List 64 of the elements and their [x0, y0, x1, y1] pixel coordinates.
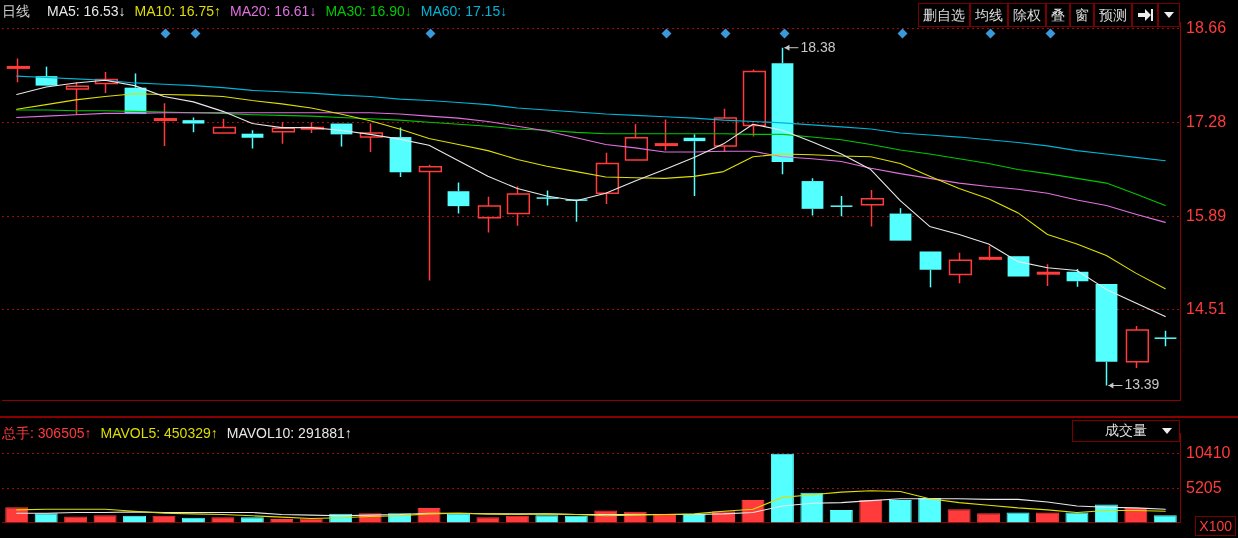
bar [918, 498, 942, 523]
candlestick [477, 195, 502, 234]
bar [5, 507, 29, 523]
candlestick [153, 102, 178, 147]
text: MA5: 16.53↓ [47, 3, 126, 21]
bar [505, 515, 529, 523]
bar [476, 517, 500, 523]
bar [152, 515, 176, 523]
y-tick-label: 5205 [1186, 478, 1222, 496]
bar [977, 513, 1001, 523]
text: 总手: 306505↑ [2, 425, 92, 443]
bar [888, 500, 912, 523]
y-tick-label: 17.28 [1186, 112, 1227, 130]
text: MAVOL10: 291881↑ [226, 425, 352, 443]
annotation: 成交量 [1105, 422, 1147, 440]
bar [93, 515, 117, 523]
candlestick [359, 122, 384, 153]
bar [564, 515, 588, 523]
bar [1065, 512, 1089, 523]
candlestick [830, 195, 853, 218]
candlestick [506, 185, 531, 227]
bar [240, 517, 264, 523]
bar [211, 517, 235, 523]
annotation: 18.38 [800, 38, 836, 55]
text: MA10: 16.75↑ [134, 3, 221, 21]
annotation: 预测 [1094, 3, 1132, 27]
bar [829, 509, 853, 523]
candlestick [654, 118, 679, 152]
text: MAVOL5: 450329↑ [100, 425, 218, 443]
bar [123, 515, 147, 523]
bar [535, 515, 559, 523]
y-tick-label: 15.89 [1186, 206, 1227, 224]
candlestick [860, 189, 885, 228]
text: MA30: 16.90↓ [325, 3, 412, 21]
y-tick-label: 18.66 [1186, 19, 1227, 37]
annotation: 13.39 [1124, 376, 1160, 393]
bar [682, 513, 706, 523]
bar [947, 509, 971, 523]
candlestick [595, 151, 620, 205]
candlestick [65, 81, 90, 116]
text: MA60: 17.15↓ [420, 3, 508, 21]
bar [653, 513, 677, 523]
annotation: 除权 [1008, 3, 1046, 27]
bar [770, 453, 794, 523]
y-tick-label: 10410 [1186, 444, 1231, 462]
y-tick-label: 14.51 [1186, 300, 1227, 318]
bar [1006, 512, 1030, 523]
bar [1153, 515, 1177, 523]
bar [446, 513, 470, 523]
candlestick [6, 57, 31, 83]
annotation: 叠 [1046, 3, 1070, 27]
annotation: 窗 [1070, 3, 1094, 27]
annotation: 删自选 [918, 3, 970, 27]
candlestick [1036, 263, 1061, 287]
candlestick [271, 121, 296, 145]
y-axis-title: X100 [1195, 516, 1236, 536]
candlestick [418, 164, 443, 282]
bar [64, 516, 88, 523]
bar [1035, 512, 1059, 523]
text: MA20: 16.61↓ [230, 3, 317, 21]
bar [34, 513, 58, 523]
annotation: 均线 [970, 3, 1008, 27]
bar [859, 500, 883, 523]
chart-title: 日线 [2, 3, 30, 21]
